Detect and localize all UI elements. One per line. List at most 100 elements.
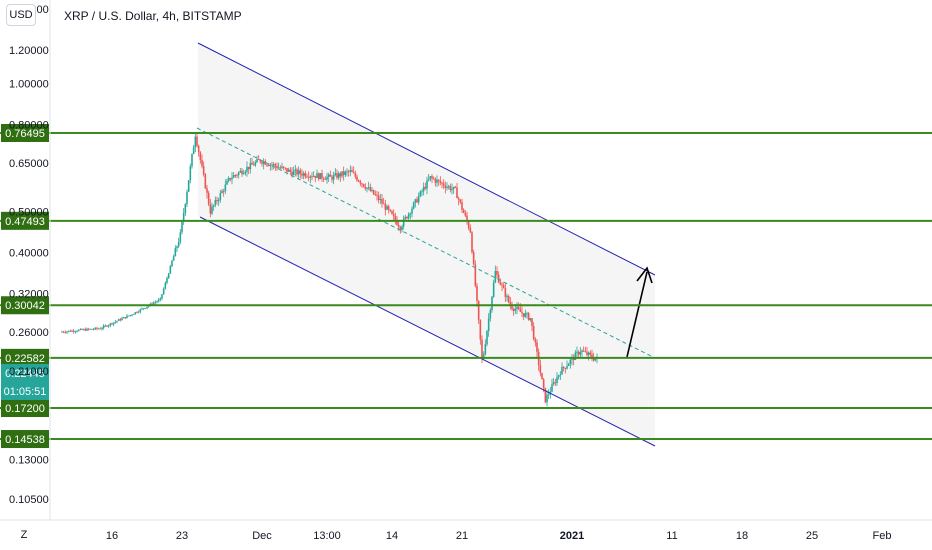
candle-body [447,186,450,188]
candle-body [284,167,287,169]
candle-body [554,382,557,384]
candle-body [542,379,545,388]
candle-body [252,164,255,166]
candle-body [166,278,168,283]
candle-body [161,294,163,299]
candle-body [421,191,423,193]
candle-body [114,321,117,323]
candle-body [247,166,250,170]
price-level-badge [1,399,49,418]
x-tick-label: 21 [456,530,468,542]
candle-body [422,186,425,192]
zoom-button[interactable]: Z [20,529,28,541]
candle-body [512,308,515,311]
candle-body [102,325,105,329]
candle-body [377,195,380,200]
y-tick-label: 0.50000 [9,206,49,218]
candle-body [467,221,470,229]
candle-body [546,394,548,403]
candle-body [357,180,360,182]
candle-body [427,179,430,181]
candle-body [112,322,115,325]
candle-body [477,300,480,320]
candle-body [302,173,305,176]
candle-body [492,282,495,297]
candles [61,132,598,407]
candle-body [424,186,427,189]
candle-body [72,330,75,332]
candle-body [402,218,405,227]
candle-body [507,295,510,303]
candle-body [212,205,215,207]
candle-body [211,206,213,214]
candle-body [99,328,102,330]
candle-body [511,305,513,309]
candle-body [286,168,288,172]
candle-body [307,176,310,178]
candle-body [119,319,122,321]
candle-body [592,357,595,361]
candle-body [579,352,582,355]
candle-body [186,191,188,205]
candle-body [569,359,572,364]
candle-body [201,159,203,167]
candle-body [356,176,358,181]
candle-body [106,325,108,327]
candle-body [274,164,277,167]
candle-body [439,180,442,183]
candle-body [304,173,307,177]
candle-body [567,363,570,366]
candle-body [499,282,502,285]
candle-body [489,310,492,319]
candle-body [264,161,267,165]
price-level-label: 0.30042 [5,300,45,312]
candle-body [142,308,145,310]
candle-body [432,178,435,180]
candle-body [459,199,462,203]
candle-body [292,170,295,176]
candle-body [172,256,175,261]
candle-body [539,365,542,373]
current-price-label: 0.22445 [5,368,45,380]
candle-body [221,191,223,193]
candle-body [191,154,193,167]
candle-body [79,329,82,330]
candle-body [134,312,137,315]
candle-body [362,183,365,187]
x-tick-label: 2021 [560,530,584,542]
candle-body [151,303,153,305]
candle-body [184,204,187,214]
candle-body [334,173,337,176]
candle-body [277,167,280,169]
candle-body [234,175,237,176]
y-tick-label: 0.21000 [9,366,49,378]
channel-fill-area [198,43,655,446]
candle-body [382,203,385,205]
candle-body [207,192,210,205]
price-levels: 0.76495 0.47493 0.30042 0.22582 0.17200 0.145… [0,123,932,449]
candle-body [469,228,472,233]
candle-body [269,164,272,166]
candle-body [574,352,577,360]
candle-body [556,377,558,384]
candle-body [122,317,125,319]
candle-body [504,288,507,297]
candle-body [552,382,555,385]
price-level-badge [1,348,49,367]
candle-body [529,318,532,320]
candle-body [229,178,232,180]
candle-body [266,164,268,166]
candle-body [77,329,80,332]
candle-body [516,306,518,309]
candle-body [594,359,597,361]
candle-body [194,136,197,148]
candle-body [366,187,368,189]
candle-body [404,216,407,219]
candle-body [401,226,403,230]
candle-body [139,309,142,312]
candle-body [317,173,320,180]
candle-body [589,352,592,355]
currency-selector[interactable]: USD [6,4,36,26]
candle-body [481,339,483,358]
